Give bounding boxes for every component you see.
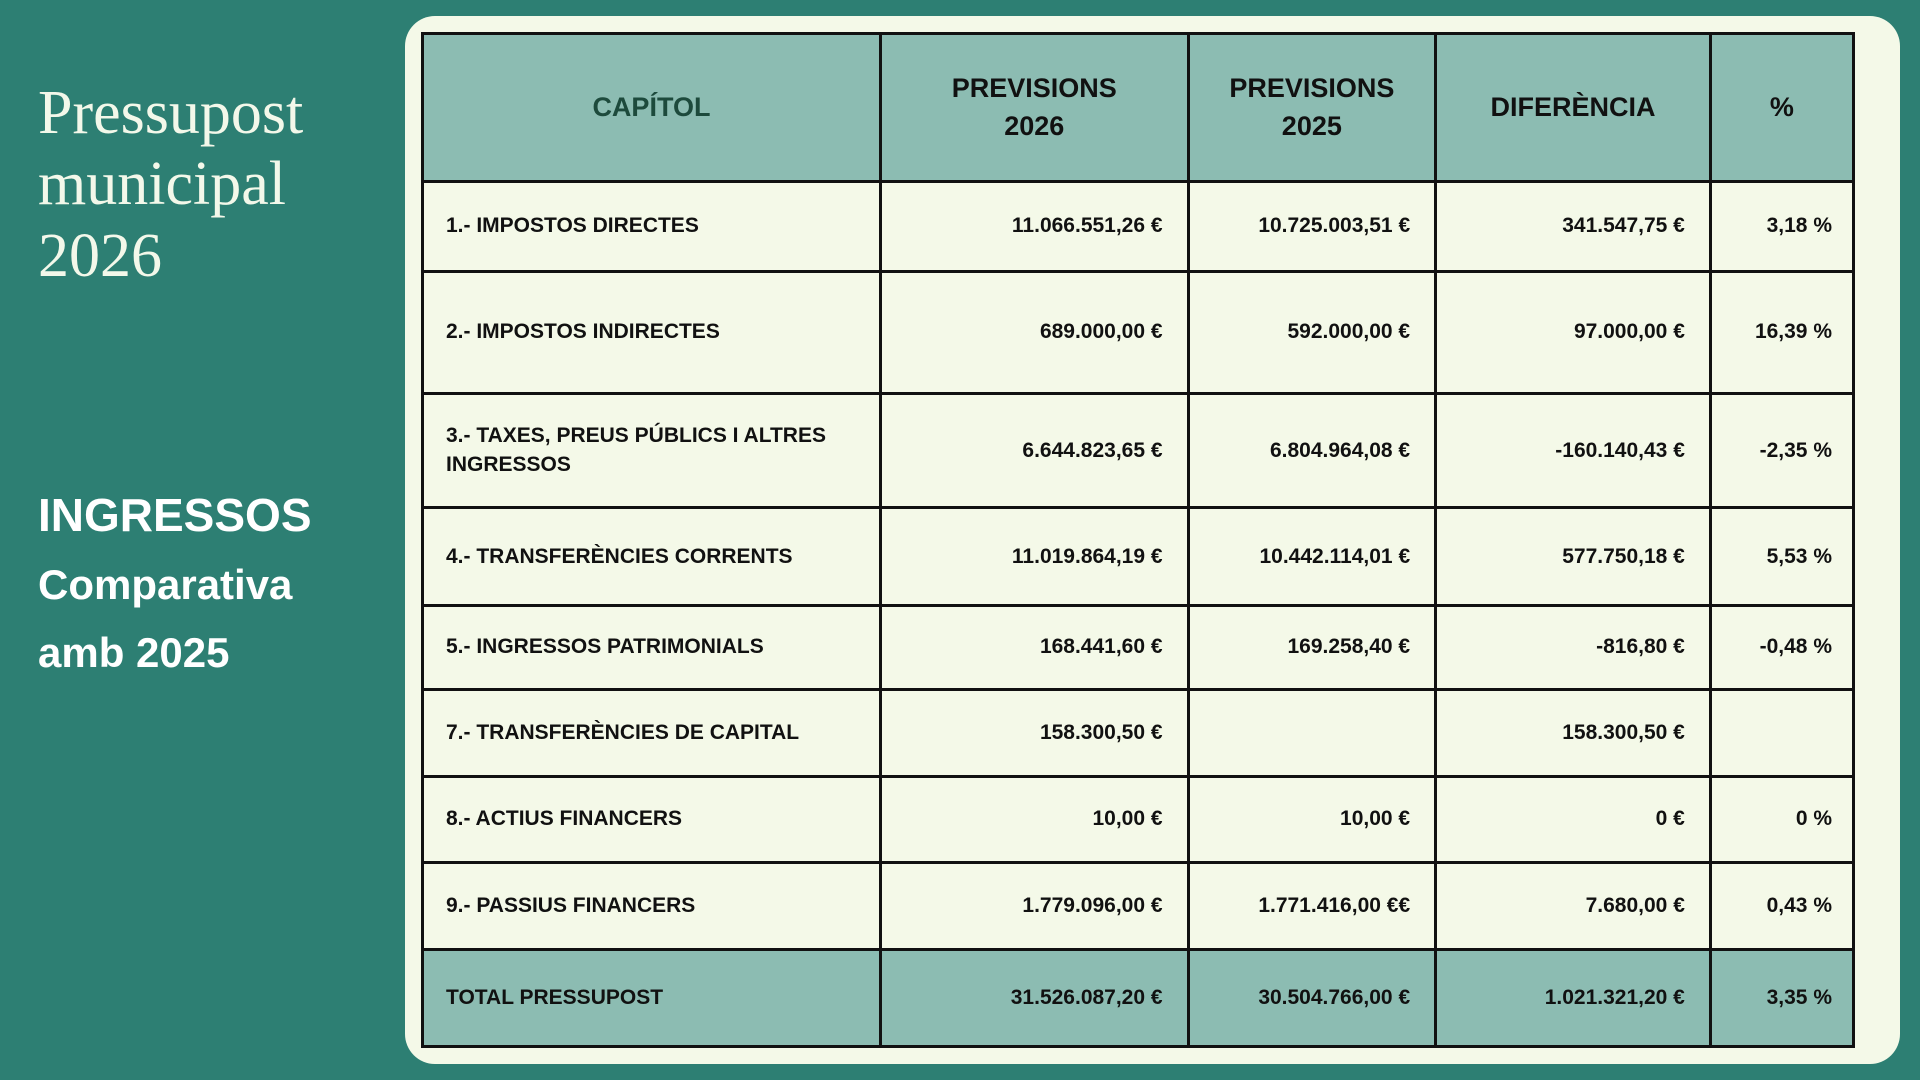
budget-table: CAPÍTOL PREVISIONS 2026 PREVISIONS 2025 DIF… xyxy=(421,32,1856,1048)
cell-prev_2025: 169.258,40 € xyxy=(1186,604,1438,691)
total-row: TOTAL PRESSUPOST 31.526.087,20 €30.504.76… xyxy=(421,948,1856,1048)
cell-prev_2025: 6.804.964,08 € xyxy=(1186,392,1438,510)
cell-prev_2026: 11.066.551,26 € xyxy=(878,180,1190,273)
cell-capitol: 2.- IMPOSTOS INDIRECTES xyxy=(421,269,882,396)
cell-diferencia: 341.547,75 € xyxy=(1434,180,1712,273)
table-row: 9.- PASSIUS FINANCERS 1.779.096,00 €1.771… xyxy=(421,861,1856,952)
cell-percent xyxy=(1708,687,1856,778)
cell-prev_2026: 1.779.096,00 € xyxy=(878,861,1190,952)
cell-diferencia: -816,80 € xyxy=(1434,604,1712,691)
total-cell-percent: 3,35 % xyxy=(1708,948,1856,1048)
table-row: 3.- TAXES, PREUS PÚBLICS I ALTRES INGRES… xyxy=(421,392,1856,510)
total-cell-prev_2025: 30.504.766,00 € xyxy=(1186,948,1438,1048)
cell-capitol: 5.- INGRESSOS PATRIMONIALS xyxy=(421,604,882,691)
cell-percent: -0,48 % xyxy=(1708,604,1856,691)
cell-capitol: 1.- IMPOSTOS DIRECTES xyxy=(421,180,882,273)
cell-percent: 3,18 % xyxy=(1708,180,1856,273)
cell-prev_2025: 10,00 € xyxy=(1186,774,1438,865)
cell-prev_2025: 10.725.003,51 € xyxy=(1186,180,1438,273)
table-row: 2.- IMPOSTOS INDIRECTES 689.000,00 €592.0… xyxy=(421,269,1856,396)
cell-prev_2026: 689.000,00 € xyxy=(878,269,1190,396)
table-row: 8.- ACTIUS FINANCERS 10,00 €10,00 €0 €0 % xyxy=(421,774,1856,865)
cell-diferencia: 7.680,00 € xyxy=(1434,861,1712,952)
table-row: 4.- TRANSFERÈNCIES CORRENTS 11.019.864,19… xyxy=(421,506,1856,608)
cell-prev_2026: 10,00 € xyxy=(878,774,1190,865)
column-header-3: DIFERÈNCIA xyxy=(1434,32,1712,183)
cell-prev_2025: 10.442.114,01 € xyxy=(1186,506,1438,608)
slide-subtitle: INGRESSOS Comparativa amb 2025 xyxy=(38,492,312,700)
slide-title-line-3: 2026 xyxy=(38,221,162,290)
subtitle-comparativa: Comparativa xyxy=(38,561,293,608)
cell-prev_2026: 6.644.823,65 € xyxy=(878,392,1190,510)
slide-title-line-2: municipal xyxy=(38,150,286,219)
table-row: 7.- TRANSFERÈNCIES DE CAPITAL 158.300,50 … xyxy=(421,687,1856,778)
cell-diferencia: -160.140,43 € xyxy=(1434,392,1712,510)
cell-prev_2025 xyxy=(1186,687,1438,778)
cell-diferencia: 97.000,00 € xyxy=(1434,269,1712,396)
cell-capitol: 4.- TRANSFERÈNCIES CORRENTS xyxy=(421,506,882,608)
cell-prev_2025: 1.771.416,00 €€ xyxy=(1186,861,1438,952)
table-panel: CAPÍTOL PREVISIONS 2026 PREVISIONS 2025 DIF… xyxy=(405,16,1900,1064)
cell-prev_2025: 592.000,00 € xyxy=(1186,269,1438,396)
total-cell-prev_2026: 31.526.087,20 € xyxy=(878,948,1190,1048)
cell-percent: -2,35 % xyxy=(1708,392,1856,510)
cell-percent: 5,53 % xyxy=(1708,506,1856,608)
table-row: 5.- INGRESSOS PATRIMONIALS 168.441,60 €16… xyxy=(421,604,1856,691)
cell-diferencia: 158.300,50 € xyxy=(1434,687,1712,778)
cell-percent: 0,43 % xyxy=(1708,861,1856,952)
left-sidebar: Pressupost municipal 2026 INGRESSOS Comp… xyxy=(38,0,408,1080)
table-row: 1.- IMPOSTOS DIRECTES 11.066.551,26 €10.7… xyxy=(421,180,1856,273)
cell-capitol: 9.- PASSIUS FINANCERS xyxy=(421,861,882,952)
subtitle-ingressos: INGRESSOS xyxy=(38,489,312,541)
cell-diferencia: 577.750,18 € xyxy=(1434,506,1712,608)
slide-title: Pressupost municipal 2026 xyxy=(38,78,303,292)
table-header-row: CAPÍTOL PREVISIONS 2026 PREVISIONS 2025 DIF… xyxy=(421,32,1856,183)
cell-prev_2026: 168.441,60 € xyxy=(878,604,1190,691)
cell-prev_2026: 11.019.864,19 € xyxy=(878,506,1190,608)
cell-capitol: 3.- TAXES, PREUS PÚBLICS I ALTRES INGRES… xyxy=(421,392,882,510)
cell-percent: 0 % xyxy=(1708,774,1856,865)
cell-capitol: 7.- TRANSFERÈNCIES DE CAPITAL xyxy=(421,687,882,778)
total-cell-diferencia: 1.021.321,20 € xyxy=(1434,948,1712,1048)
cell-capitol: 8.- ACTIUS FINANCERS xyxy=(421,774,882,865)
total-cell-capitol: TOTAL PRESSUPOST xyxy=(421,948,882,1048)
column-header-0: CAPÍTOL xyxy=(421,32,882,183)
column-header-2: PREVISIONS 2025 xyxy=(1186,32,1438,183)
cell-percent: 16,39 % xyxy=(1708,269,1856,396)
cell-diferencia: 0 € xyxy=(1434,774,1712,865)
cell-prev_2026: 158.300,50 € xyxy=(878,687,1190,778)
subtitle-amb-2025: amb 2025 xyxy=(38,629,230,676)
slide-title-line-1: Pressupost xyxy=(38,79,304,147)
column-header-1: PREVISIONS 2026 xyxy=(878,32,1190,183)
column-header-4: % xyxy=(1708,32,1856,183)
